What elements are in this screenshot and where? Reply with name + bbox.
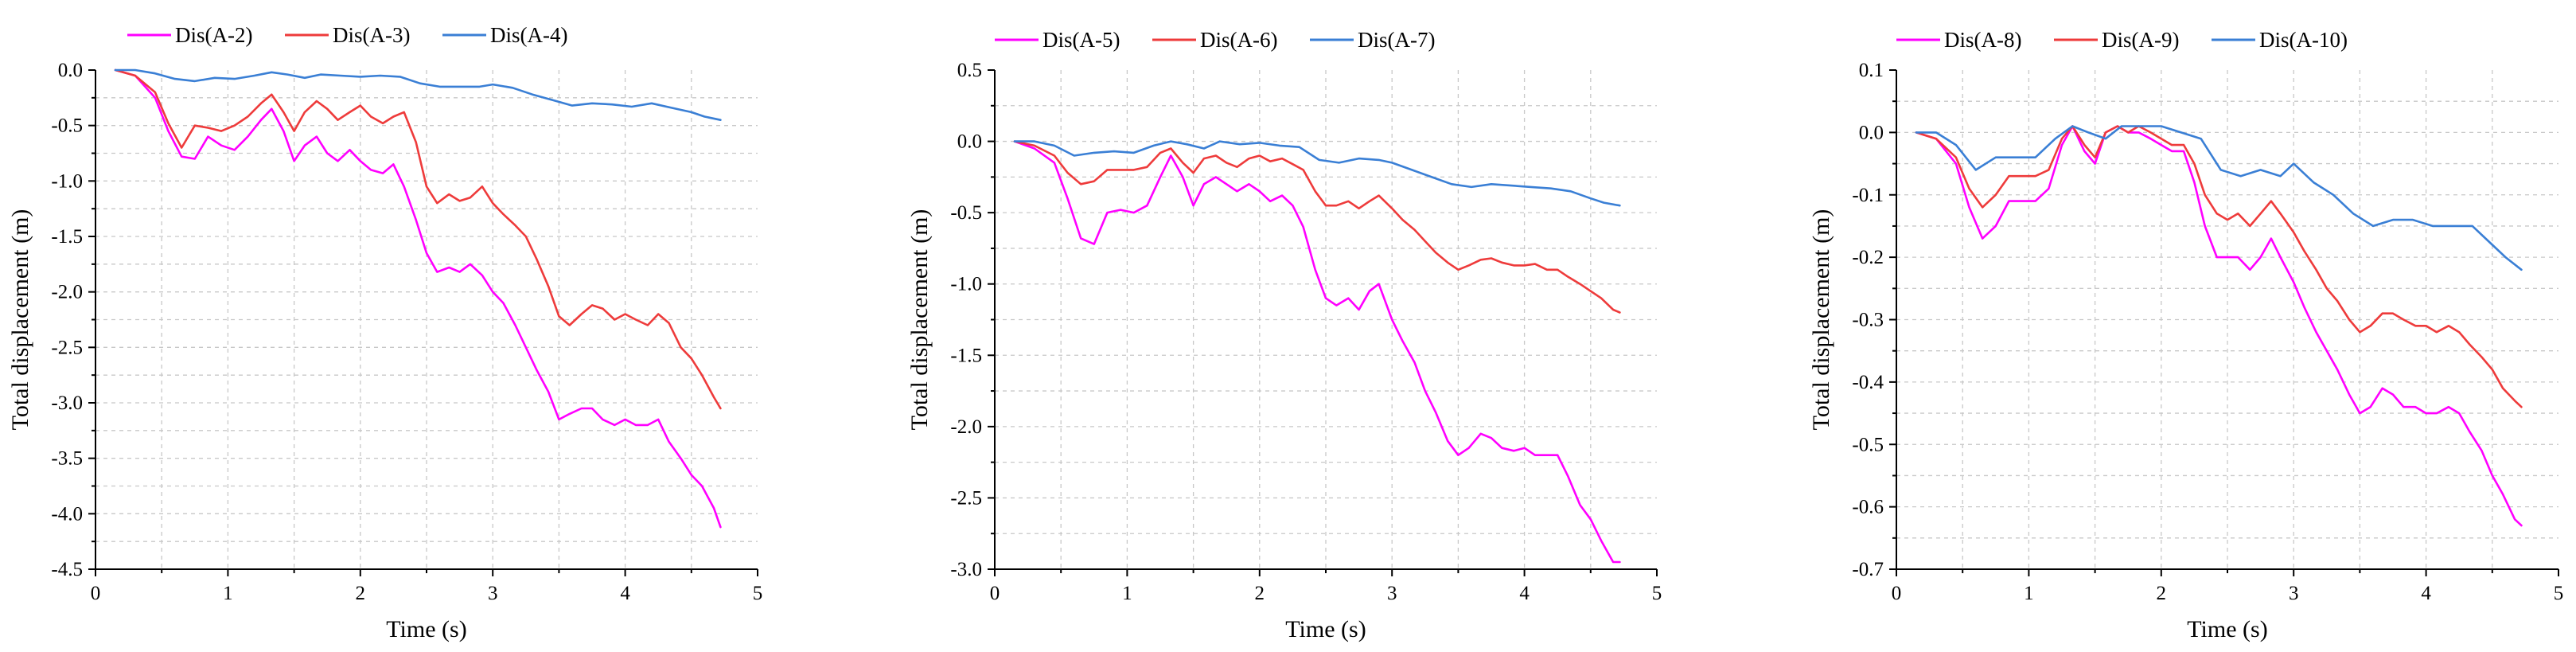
y-tick-label: -0.6 (1852, 497, 1884, 518)
x-tick-label: 1 (223, 583, 233, 604)
x-tick-label: 0 (1892, 583, 1902, 604)
y-tick-label: -1.5 (51, 226, 83, 248)
legend: Dis(A-5) Dis(A-6) Dis(A-7) (995, 28, 1435, 52)
x-tick-label: 1 (2024, 583, 2034, 604)
legend-label: Dis(A-8) (1944, 28, 2021, 52)
series-line-dis-a-5 (1013, 140, 1621, 564)
legend: Dis(A-2) Dis(A-3) Dis(A-4) (127, 23, 567, 47)
y-tick-label: -0.5 (1852, 434, 1884, 455)
x-tick-label: 4 (2421, 583, 2431, 604)
y-tick-label: 0.0 (1859, 122, 1884, 143)
x-tick-label: 0 (91, 583, 101, 604)
y-axis-label: Total displacement (m) (7, 209, 33, 431)
x-tick-label: 4 (620, 583, 630, 604)
grid (995, 70, 1657, 569)
y-tick-label: 0.0 (58, 60, 83, 81)
y-tick-label: -0.5 (51, 115, 83, 137)
y-tick-label: -4.5 (51, 559, 83, 580)
series-line-dis-a-3 (114, 68, 722, 410)
x-axis-label: Time (s) (2187, 616, 2267, 642)
y-tick-label: -0.2 (1852, 247, 1884, 268)
series-line-dis-a-4 (114, 68, 722, 121)
x-tick-label: 3 (1387, 583, 1397, 604)
x-tick-label: 1 (1122, 583, 1132, 604)
series-line-dis-a-6 (1013, 140, 1621, 314)
x-axis-label: Time (s) (1285, 616, 1366, 642)
legend-label: Dis(A-2) (175, 23, 252, 47)
y-tick-label: -2.5 (950, 487, 982, 509)
y-tick-label: 0.1 (1859, 60, 1884, 81)
y-tick-label: -2.5 (51, 337, 83, 358)
x-tick-label: 2 (356, 583, 366, 604)
y-tick-label: 0.5 (957, 60, 982, 81)
y-tick-label: -2.0 (950, 416, 982, 438)
x-tick-label: 2 (2157, 583, 2167, 604)
legend-label: Dis(A-10) (2259, 28, 2348, 52)
x-tick-label: 5 (1652, 583, 1662, 604)
y-tick-label: -1.0 (950, 274, 982, 295)
series-line-dis-a-2 (114, 68, 722, 529)
legend-label: Dis(A-5) (1042, 28, 1120, 52)
series-line-dis-a-8 (1915, 125, 2523, 527)
grid (95, 70, 758, 569)
y-tick-label: -2.0 (51, 282, 83, 303)
legend-label: Dis(A-7) (1358, 28, 1435, 52)
x-tick-label: 2 (1255, 583, 1265, 604)
y-tick-label: -0.4 (1852, 372, 1884, 393)
y-tick-label: -4.0 (51, 503, 83, 525)
x-tick-label: 5 (753, 583, 763, 604)
series-line-dis-a-7 (1013, 140, 1621, 207)
x-tick-label: 5 (2554, 583, 2564, 604)
y-tick-label: -3.0 (51, 392, 83, 414)
y-tick-label: 0.0 (957, 131, 982, 153)
y-tick-label: -1.0 (51, 170, 83, 192)
x-tick-label: 4 (1519, 583, 1530, 604)
x-tick-label: 0 (990, 583, 1000, 604)
x-tick-label: 3 (488, 583, 498, 604)
y-tick-label: -0.5 (950, 202, 982, 224)
chart-panel-2: 0 1 2 3 4 5 0.5 0.0 -0.5 -1.0 -1.5 -2.0 -2.5 -3.0 Time… (906, 28, 1662, 642)
chart-panel-1: 0 1 2 3 4 5 0.0 -0.5 -1.0 -1.5 -2.0 -2.5 -3.0 -3.5 -4.… (7, 23, 762, 642)
y-tick-label: -0.7 (1852, 559, 1884, 580)
chart-panel-3: 0 1 2 3 4 5 0.1 0.0 -0.1 -0.2 -0.3 -0.4 -0.5 -0.6 -0.7… (1808, 28, 2563, 642)
x-tick-label: 3 (2289, 583, 2299, 604)
y-axis-label: Total displacement (m) (906, 209, 933, 431)
legend-label: Dis(A-4) (490, 23, 567, 47)
grid (1896, 70, 2558, 569)
y-tick-label: -0.3 (1852, 310, 1884, 331)
series-line-dis-a-9 (1915, 125, 2523, 408)
legend-label: Dis(A-6) (1200, 28, 1277, 52)
y-axis-label: Total displacement (m) (1808, 209, 1834, 431)
legend-label: Dis(A-9) (2102, 28, 2179, 52)
y-tick-label: -1.5 (950, 345, 982, 366)
series-line-dis-a-10 (1915, 125, 2523, 271)
y-tick-label: -3.0 (950, 559, 982, 580)
y-tick-label: -0.1 (1852, 185, 1884, 206)
y-tick-label: -3.5 (51, 448, 83, 470)
legend: Dis(A-8) Dis(A-9) Dis(A-10) (1896, 28, 2348, 52)
x-axis-label: Time (s) (386, 616, 466, 642)
legend-label: Dis(A-3) (333, 23, 410, 47)
